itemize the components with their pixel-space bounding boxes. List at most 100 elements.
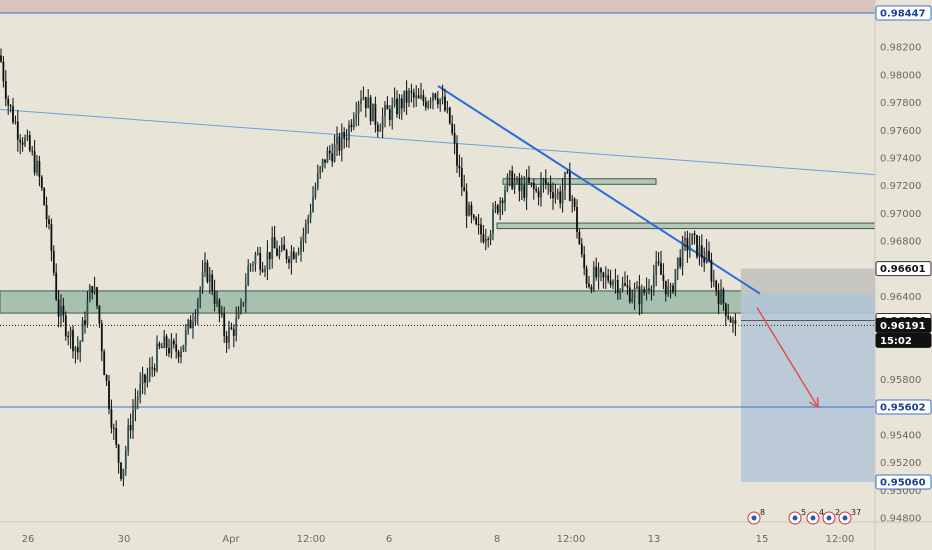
- y-tick-label: 0.96800: [880, 237, 921, 248]
- candle-body: [288, 259, 290, 263]
- candle-body: [412, 92, 415, 98]
- candle-body: [595, 266, 598, 278]
- candle-body: [422, 95, 425, 102]
- candle-body: [556, 191, 559, 195]
- candle-body: [249, 265, 252, 267]
- candle-body: [571, 198, 574, 201]
- candle-body: [240, 302, 242, 312]
- y-tick-label: 0.97200: [880, 181, 921, 192]
- candle-body: [124, 450, 127, 469]
- short-position-target-box[interactable]: [741, 268, 875, 482]
- candle-body: [2, 61, 5, 82]
- candle-body: [153, 368, 156, 371]
- target-arrow[interactable]: [756, 307, 819, 408]
- candle-body: [561, 189, 564, 204]
- candle-body: [144, 374, 146, 383]
- candle-body: [136, 396, 139, 401]
- candle-body: [127, 424, 130, 451]
- candle-body: [612, 281, 614, 286]
- candle-body: [117, 444, 120, 463]
- candle-body: [655, 261, 658, 276]
- candle-body: [338, 136, 341, 151]
- candle-body: [501, 200, 504, 204]
- candle-body: [259, 252, 262, 270]
- candle-body: [151, 367, 154, 369]
- candle-body: [386, 104, 389, 110]
- candle-body: [52, 250, 55, 273]
- long-trendline[interactable]: [0, 109, 876, 176]
- short-position-stop-box[interactable]: [741, 268, 875, 294]
- candle-body: [280, 244, 283, 251]
- candle-body: [199, 289, 202, 301]
- candle-body: [285, 250, 288, 260]
- candle-body: [643, 289, 646, 293]
- candle-body: [724, 303, 727, 316]
- candle-body: [564, 172, 566, 190]
- candle-body: [0, 55, 2, 62]
- event-flag-icon-center: [792, 515, 798, 521]
- candle-body: [122, 468, 125, 479]
- candle-body: [676, 257, 679, 270]
- candle-body: [182, 345, 185, 352]
- candle-body: [194, 315, 197, 323]
- candle-body: [79, 341, 82, 353]
- candle-body: [220, 313, 223, 315]
- candle-body: [484, 238, 487, 242]
- candle-body: [465, 191, 468, 216]
- candle-body: [45, 205, 48, 220]
- candle-body: [650, 288, 653, 290]
- candle-body: [532, 182, 535, 189]
- candle-body: [67, 336, 70, 338]
- candle-body: [168, 347, 170, 354]
- candle-body: [535, 188, 538, 191]
- candle-body: [160, 346, 163, 348]
- candle-body: [163, 336, 166, 348]
- candle-body: [513, 181, 516, 189]
- candle-body: [307, 217, 310, 224]
- candle-body: [86, 301, 89, 325]
- candle-body: [84, 320, 86, 325]
- candle-body: [657, 261, 660, 264]
- candle-body: [364, 96, 367, 109]
- event-count-label: 8: [760, 508, 765, 517]
- candle-body: [204, 262, 206, 272]
- candle-body: [4, 81, 7, 99]
- candle-body: [463, 187, 466, 192]
- candle-body: [196, 300, 199, 316]
- candle-body: [261, 269, 264, 272]
- candle-body: [585, 268, 588, 284]
- candle-body: [14, 121, 17, 123]
- candle-body: [698, 245, 701, 257]
- candle-body: [74, 347, 77, 352]
- candle-body: [336, 136, 338, 145]
- supply-zone-upper: [502, 178, 657, 185]
- candle-body: [100, 323, 103, 352]
- candle-body: [28, 135, 31, 151]
- candle-body: [436, 98, 439, 105]
- candle-body: [602, 272, 605, 278]
- candle-body: [98, 305, 101, 324]
- candle-body: [268, 252, 271, 260]
- event-count-label: 37: [851, 508, 861, 517]
- candle-body: [228, 327, 230, 343]
- candle-body: [112, 427, 115, 429]
- candle-body: [633, 288, 636, 299]
- candle-body: [405, 90, 408, 103]
- candle-body: [439, 99, 442, 105]
- candle-body: [667, 287, 670, 295]
- candle-body: [616, 280, 619, 294]
- candle-body: [554, 194, 557, 199]
- candle-body: [393, 98, 396, 105]
- candle-body: [88, 286, 91, 302]
- candle-body: [218, 299, 221, 314]
- candle-body: [91, 286, 94, 293]
- candle-body: [158, 343, 161, 347]
- candle-body: [542, 179, 545, 182]
- candle-body: [12, 106, 14, 123]
- candle-body: [432, 93, 434, 101]
- top-resistance-band: [0, 0, 875, 13]
- price-tag-label: 0.95060: [880, 478, 926, 489]
- candle-body: [674, 269, 677, 293]
